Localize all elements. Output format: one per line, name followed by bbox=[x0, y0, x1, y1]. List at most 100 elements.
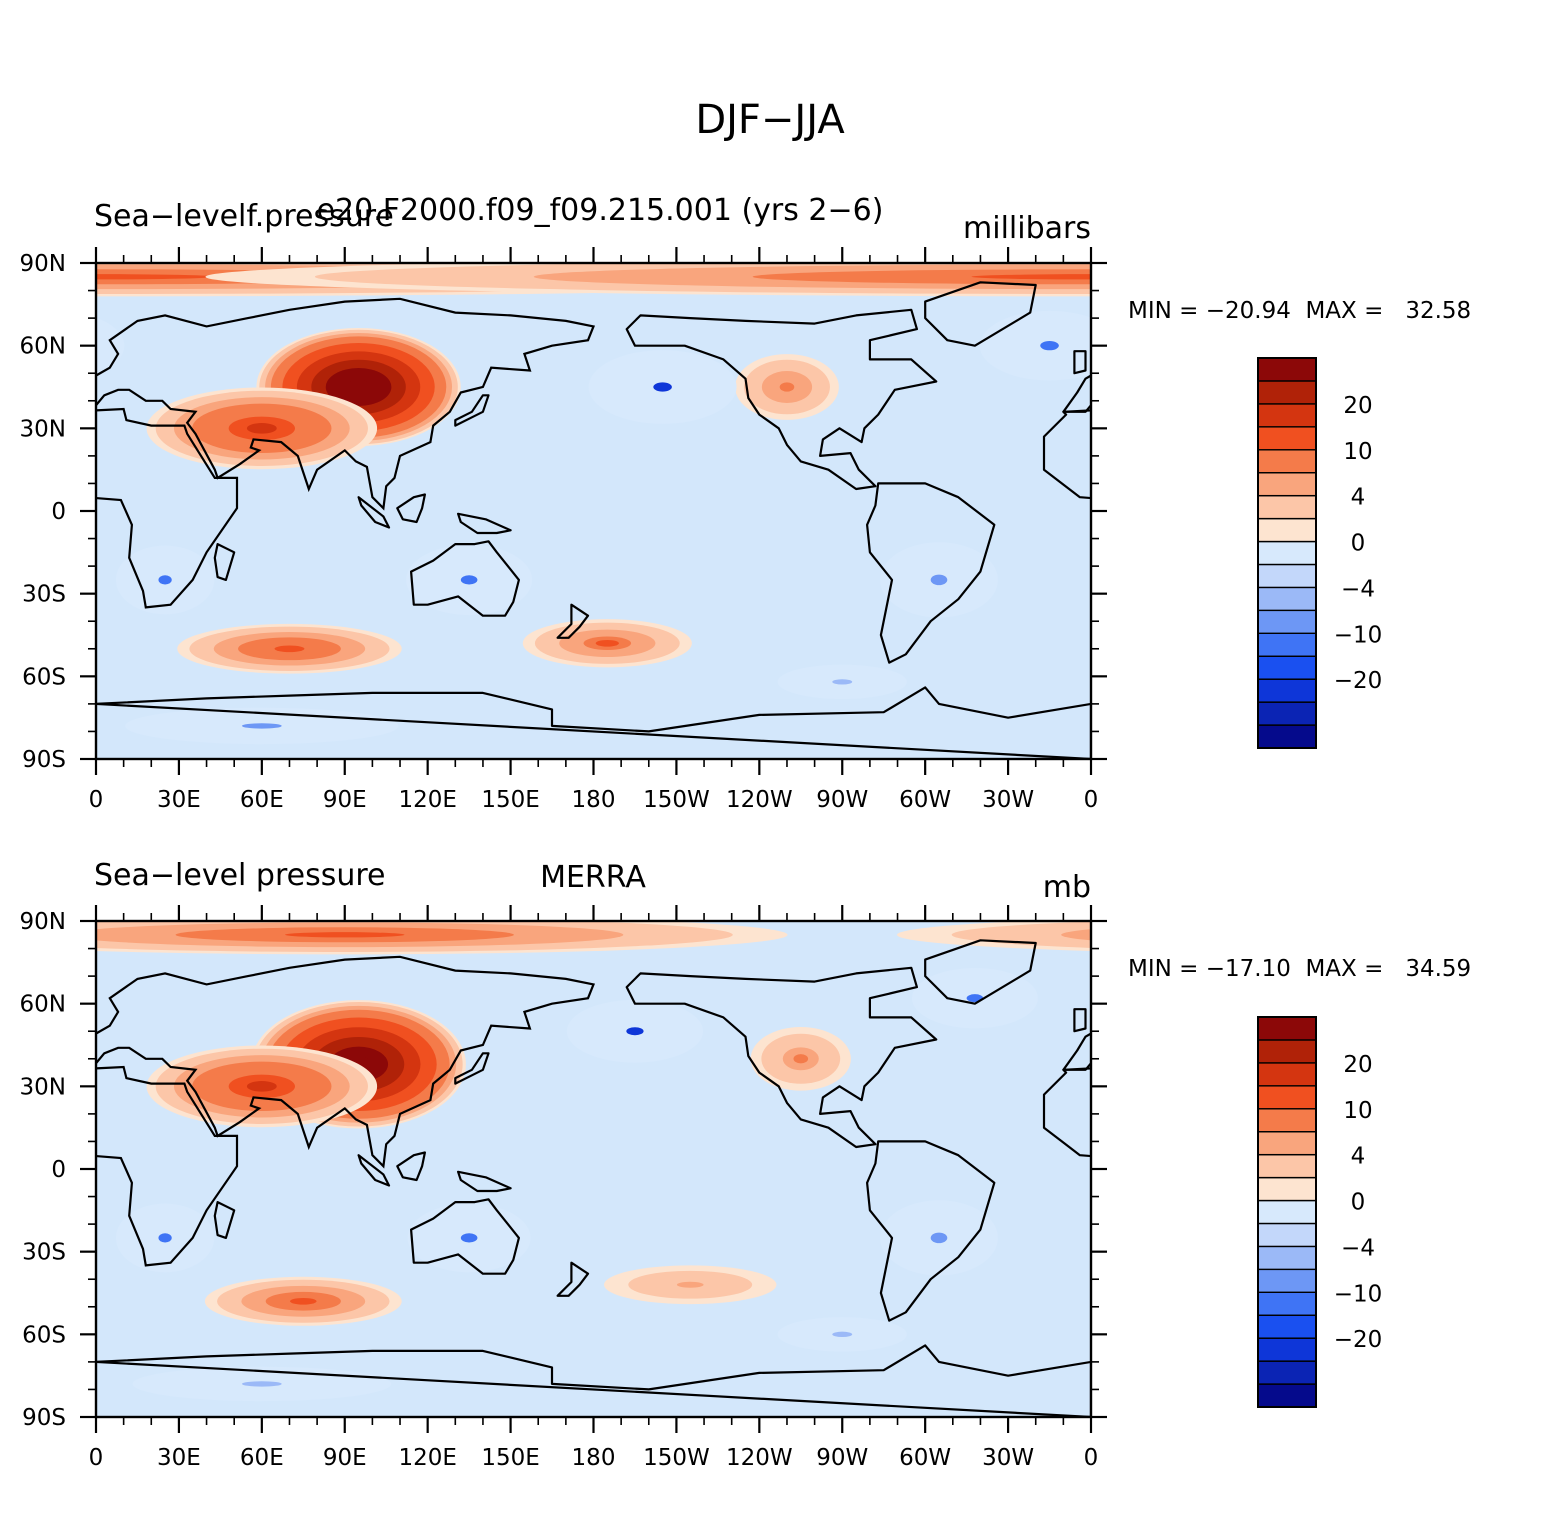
colorbar-swatch bbox=[1257, 1360, 1317, 1385]
colorbar: 20 10 4 0 −4 −10 −20 bbox=[1257, 1016, 1382, 1408]
coastline-australia bbox=[410, 540, 520, 617]
anomaly-center bbox=[204, 1276, 402, 1326]
colorbar-swatch bbox=[1257, 701, 1317, 726]
coastline-sumatra bbox=[357, 496, 391, 529]
contour-band bbox=[676, 1281, 704, 1288]
contour-band bbox=[971, 274, 1091, 280]
colorbar-label: −10 bbox=[1334, 622, 1383, 648]
x-tick-label: 90W bbox=[816, 1445, 868, 1471]
colorbar-swatch bbox=[1257, 357, 1317, 382]
coastline-new-zealand bbox=[556, 1261, 590, 1297]
colorbar-swatch bbox=[1257, 449, 1317, 474]
colorbar-swatch bbox=[1257, 655, 1317, 680]
coastline-new-zealand bbox=[556, 603, 590, 639]
colorbar-swatch bbox=[1257, 609, 1317, 634]
colorbar-swatch bbox=[1257, 1085, 1317, 1110]
x-tick-label: 150E bbox=[481, 787, 539, 813]
coastline-south-america bbox=[866, 482, 996, 664]
x-tick-label: 90E bbox=[323, 1445, 367, 1471]
x-tick-label: 30W bbox=[982, 787, 1034, 813]
contour-band bbox=[1280, 932, 1400, 937]
colorbar-swatch bbox=[1257, 1108, 1317, 1133]
colorbar-swatch bbox=[1257, 1131, 1317, 1156]
y-tick-label: 90S bbox=[22, 747, 66, 773]
colorbar-label: 20 bbox=[1343, 393, 1372, 419]
x-tick-label: 0 bbox=[1084, 1445, 1099, 1471]
y-tick-label: 0 bbox=[51, 1157, 66, 1183]
contour-band bbox=[1040, 341, 1059, 351]
contour-band bbox=[241, 723, 282, 729]
x-tick-label: 0 bbox=[89, 1445, 104, 1471]
coastline-greenland bbox=[924, 939, 1037, 1005]
coastline-antarctica bbox=[96, 1344, 1091, 1417]
colorbar-swatch bbox=[1257, 1199, 1317, 1225]
x-tick-label: 150W bbox=[643, 787, 710, 813]
x-tick-label: 180 bbox=[572, 787, 616, 813]
anomaly-center bbox=[96, 921, 1509, 955]
contour-band bbox=[345, 379, 372, 395]
colorbar-swatch bbox=[1257, 1383, 1317, 1408]
coastline-north-america bbox=[625, 966, 938, 1149]
contour-band bbox=[246, 1081, 277, 1092]
y-tick-label: 0 bbox=[51, 499, 66, 525]
colorbar-label: 10 bbox=[1343, 1098, 1372, 1124]
colorbar-swatch bbox=[1257, 586, 1317, 612]
panel-center-string: e20.F2000.f09_f09.215.001 (yrs 2−6) bbox=[317, 193, 884, 228]
contour-band bbox=[1061, 929, 1091, 941]
colorbar-swatch bbox=[1257, 1016, 1317, 1041]
coastline-africa-wrap bbox=[96, 407, 239, 609]
x-tick-label: 60W bbox=[899, 1445, 951, 1471]
colorbar-label: 4 bbox=[1351, 1144, 1366, 1170]
anomaly-center bbox=[603, 1265, 777, 1305]
anomaly-center bbox=[566, 999, 704, 1063]
x-tick-label: 30E bbox=[157, 1445, 201, 1471]
anomaly-center bbox=[588, 350, 737, 424]
anomaly-center bbox=[115, 545, 215, 615]
anomaly-center bbox=[750, 1026, 851, 1091]
colorbar-swatch bbox=[1257, 1245, 1317, 1271]
panel-right-string: millibars bbox=[963, 211, 1091, 246]
contour-band bbox=[284, 932, 405, 938]
contour-band bbox=[930, 574, 948, 586]
coastline-north-america bbox=[625, 308, 938, 491]
coastline-sumatra bbox=[357, 1154, 391, 1187]
coastline-antarctica bbox=[96, 686, 1091, 759]
contour-band bbox=[460, 575, 478, 585]
anomaly-center bbox=[96, 263, 1091, 297]
anomaly-center bbox=[777, 664, 907, 700]
x-tick-label: 30E bbox=[157, 787, 201, 813]
coastline-british-isles bbox=[1073, 1008, 1087, 1033]
x-tick-label: 120E bbox=[398, 787, 456, 813]
panel-right-string: mb bbox=[1043, 870, 1091, 905]
colorbar-swatch bbox=[1257, 494, 1317, 520]
coastline-borneo bbox=[396, 493, 426, 524]
colorbar-label: 20 bbox=[1343, 1052, 1372, 1078]
colorbar-swatch bbox=[1257, 1176, 1317, 1202]
contour-band bbox=[158, 575, 172, 585]
anomaly-center bbox=[880, 1200, 998, 1276]
colorbar-label: −4 bbox=[1341, 1235, 1375, 1261]
contour-band bbox=[96, 317, 125, 374]
colorbar-swatch bbox=[1257, 380, 1317, 405]
contour-band bbox=[793, 1054, 809, 1064]
anomaly-center bbox=[115, 1203, 215, 1273]
coastline-africa bbox=[1042, 409, 1091, 500]
y-tick-label: 60S bbox=[22, 664, 66, 690]
y-tick-label: 30N bbox=[20, 1074, 66, 1100]
y-tick-label: 30N bbox=[20, 416, 66, 442]
y-tick-label: 60S bbox=[22, 1322, 66, 1348]
x-tick-label: 120W bbox=[726, 787, 793, 813]
min-max-label: MIN = −20.94 MAX = 32.58 bbox=[1128, 298, 1471, 324]
contour-band bbox=[274, 645, 305, 653]
anomaly-center bbox=[406, 544, 533, 616]
contour-band bbox=[1171, 927, 1509, 942]
colorbar-swatch bbox=[1257, 426, 1317, 451]
coastline-eurasia-wrap bbox=[96, 955, 596, 1169]
contour-band bbox=[930, 1232, 948, 1244]
x-tick-label: 60E bbox=[240, 787, 284, 813]
x-tick-label: 0 bbox=[89, 787, 104, 813]
colorbar-swatch bbox=[1257, 540, 1317, 566]
colorbar-frame bbox=[1257, 357, 1317, 749]
x-tick-label: 90W bbox=[816, 787, 868, 813]
anomaly-center bbox=[522, 619, 692, 668]
